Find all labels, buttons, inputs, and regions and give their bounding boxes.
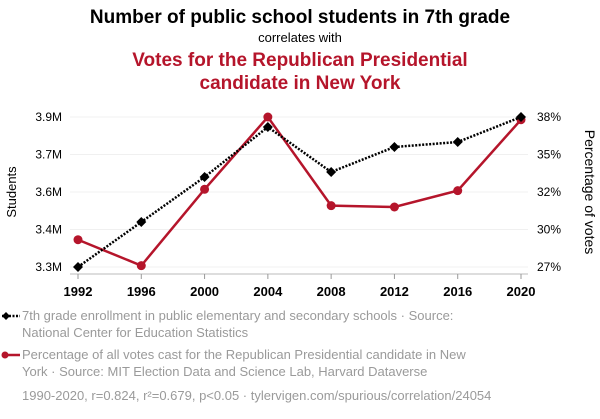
data-point xyxy=(263,112,273,122)
left-tick-label: 3.3M xyxy=(35,260,62,274)
series-line xyxy=(77,114,522,268)
series-enrollment xyxy=(73,112,526,272)
right-tick-label: 35% xyxy=(537,148,561,162)
data-point xyxy=(136,261,146,271)
diamond-marker-icon xyxy=(2,312,10,320)
right-tick-label: 38% xyxy=(537,110,561,124)
chart-subtitle-line1: Votes for the Republican Presidential xyxy=(132,50,467,71)
left-tick-label: 3.4M xyxy=(35,223,62,237)
data-point xyxy=(262,122,273,132)
right-tick-label: 27% xyxy=(537,260,561,274)
left-axis-label: Students xyxy=(4,166,19,218)
left-tick-label: 3.9M xyxy=(35,110,62,124)
right-tick-label: 30% xyxy=(537,223,561,237)
data-point xyxy=(389,202,399,212)
left-tick-label: 3.6M xyxy=(35,185,62,199)
x-tick-label: 1992 xyxy=(64,284,93,299)
x-tick-label: 2000 xyxy=(190,284,219,299)
data-point xyxy=(199,172,210,182)
circle-marker-icon xyxy=(1,351,9,359)
legend-text-enrollment-2: National Center for Education Statistics xyxy=(22,325,249,340)
series-votes xyxy=(73,112,526,271)
data-point xyxy=(326,201,336,211)
x-tick-label: 2008 xyxy=(317,284,346,299)
legend-item-enrollment: 7th grade enrollment in public elementar… xyxy=(2,308,453,340)
left-tick-label: 3.7M xyxy=(35,148,62,162)
legend-text-votes-1: Percentage of all votes cast for the Rep… xyxy=(22,347,466,362)
right-tick-label: 32% xyxy=(537,185,561,199)
data-point xyxy=(73,235,83,245)
data-point xyxy=(452,137,463,147)
series-line xyxy=(77,115,522,269)
data-point xyxy=(389,142,400,152)
x-tick-label: 2020 xyxy=(507,284,536,299)
x-tick-label: 1996 xyxy=(127,284,156,299)
data-point xyxy=(453,186,463,196)
legend-text-enrollment-1: 7th grade enrollment in public elementar… xyxy=(22,308,453,323)
chart-connector: correlates with xyxy=(258,30,342,45)
right-axis-label: Percentage of votes xyxy=(582,130,598,255)
data-point xyxy=(136,217,147,227)
series-layer xyxy=(73,112,526,272)
footer-stats: 1990-2020, r=0.824, r²=0.679, p<0.05 · t… xyxy=(22,388,491,403)
legend-item-votes: Percentage of all votes cast for the Rep… xyxy=(1,347,466,379)
x-tick-label: 2016 xyxy=(443,284,472,299)
data-point xyxy=(73,262,83,272)
x-tick-label: 2012 xyxy=(380,284,409,299)
data-point xyxy=(326,167,337,177)
x-axis-ticks: 1992 1996 2000 2004 2008 2012 2016 2020 xyxy=(64,274,536,299)
x-tick-label: 2004 xyxy=(253,284,283,299)
data-point xyxy=(516,112,526,122)
left-axis-ticks: 3.3M 3.4M 3.6M 3.7M 3.9M xyxy=(35,110,62,274)
chart-subtitle-line2: candidate in New York xyxy=(200,73,401,94)
gridlines xyxy=(70,116,528,268)
data-point xyxy=(200,184,210,194)
chart-title: Number of public school students in 7th … xyxy=(90,7,510,28)
legend-text-votes-2: York · Source: MIT Election Data and Sci… xyxy=(22,364,427,379)
right-axis-ticks: 27% 30% 32% 35% 38% xyxy=(537,110,561,274)
